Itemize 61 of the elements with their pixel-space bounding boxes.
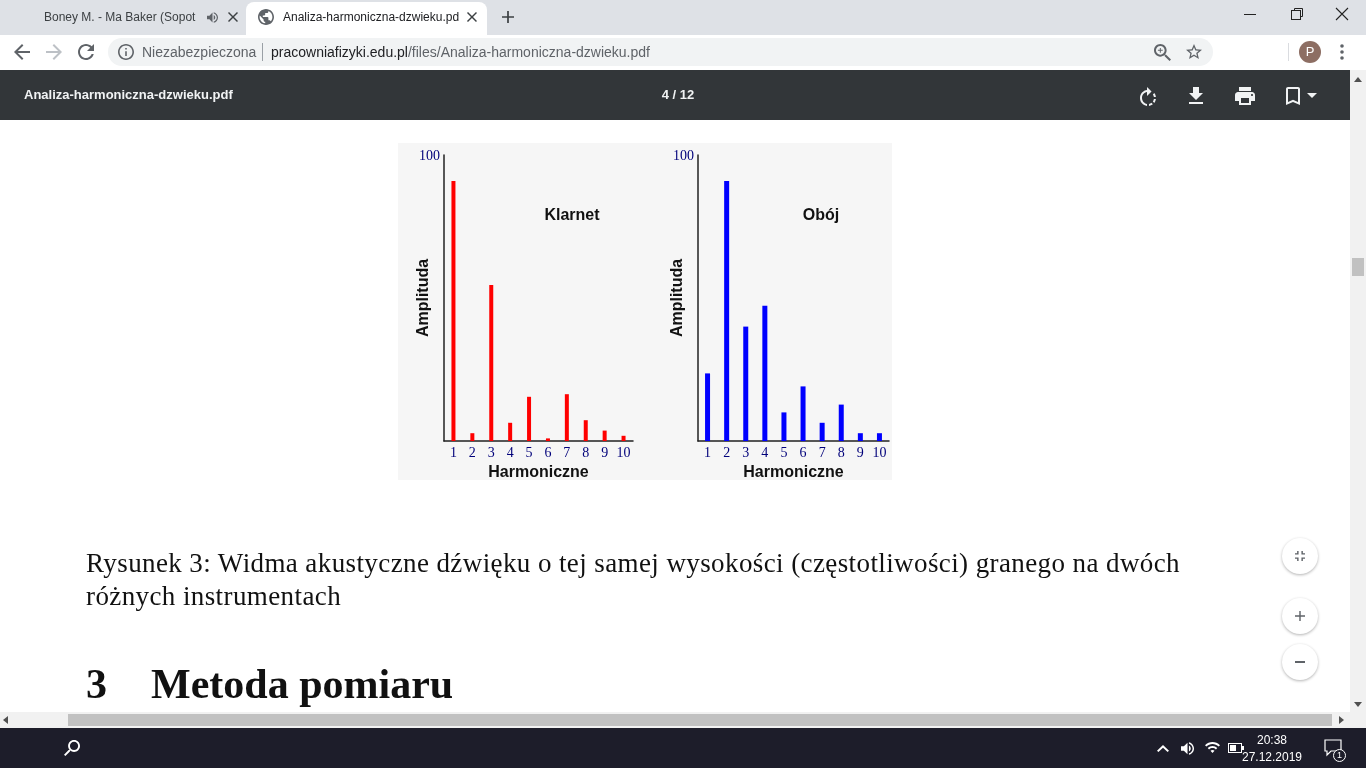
text: /files/Analiza-harmoniczna-dzwieku.pdf xyxy=(407,44,650,60)
text: 100 xyxy=(673,147,694,163)
x-tick-label: 8 xyxy=(837,444,845,460)
bar xyxy=(705,373,711,441)
x-tick-label: 10 xyxy=(872,444,887,460)
text: Boney M. - Ma Baker (Sopot xyxy=(44,9,196,25)
bar xyxy=(857,433,863,441)
bar xyxy=(508,422,513,441)
text: Rysunek 3: Widma akustyczne dźwięku o tej samej wysokości (częstotliwości) granego na dwóch różnych instrumentach xyxy=(86,547,1181,613)
x-tick-label: 9 xyxy=(856,444,864,460)
x-tick-label: 2 xyxy=(468,444,476,460)
text: 4 / 12 xyxy=(661,87,695,103)
bar xyxy=(876,433,882,441)
x-tick-label: 5 xyxy=(780,444,788,460)
bar xyxy=(583,420,588,441)
text: 3 xyxy=(86,661,107,707)
text: Niezabezpieczona xyxy=(142,43,257,61)
y-axis-title: Amplituda xyxy=(413,258,431,338)
text: 20:38 xyxy=(1256,733,1288,747)
bar xyxy=(762,305,768,441)
x-tick-label: 9 xyxy=(601,444,609,460)
x-axis-title: Harmoniczne xyxy=(743,463,844,481)
bar xyxy=(489,285,494,441)
bar xyxy=(564,394,569,441)
x-tick-label: 6 xyxy=(799,444,807,460)
text: Analiza-harmoniczna-dzwieku.pd xyxy=(283,9,460,25)
bar xyxy=(819,422,825,441)
text: Obój xyxy=(802,205,840,223)
text: 27.12.2019 xyxy=(1241,750,1303,764)
text: 1 xyxy=(1333,749,1347,762)
bar xyxy=(451,181,456,441)
bar xyxy=(838,404,844,441)
x-tick-label: 5 xyxy=(525,444,533,460)
text: pracowniafizyki.edu.pl xyxy=(271,44,408,60)
x-axis-title: Harmoniczne xyxy=(488,463,589,481)
x-tick-label: 6 xyxy=(544,444,552,460)
bar xyxy=(545,438,550,441)
bar xyxy=(527,396,532,441)
x-tick-label: 3 xyxy=(742,444,750,460)
y-axis-title: Amplituda xyxy=(667,258,685,338)
x-tick-label: 2 xyxy=(723,444,731,460)
x-tick-label: 1 xyxy=(704,444,712,460)
bar xyxy=(781,412,787,441)
text: 100 xyxy=(419,147,440,163)
x-tick-label: 3 xyxy=(487,444,495,460)
x-tick-label: 7 xyxy=(818,444,826,460)
x-tick-label: 10 xyxy=(616,444,631,460)
bar xyxy=(724,181,730,441)
bar xyxy=(621,435,626,441)
bar xyxy=(470,433,475,441)
x-tick-label: 7 xyxy=(563,444,571,460)
text: Klarnet xyxy=(544,205,601,223)
bar xyxy=(743,326,749,441)
x-tick-label: 4 xyxy=(506,444,514,460)
x-tick-label: 8 xyxy=(582,444,590,460)
text: Metoda pomiaru xyxy=(151,661,454,707)
x-tick-label: 4 xyxy=(761,444,769,460)
bar xyxy=(800,386,806,441)
text: Analiza-harmoniczna-dzwieku.pdf xyxy=(24,87,233,103)
x-tick-label: 1 xyxy=(449,444,457,460)
bar xyxy=(602,430,607,441)
